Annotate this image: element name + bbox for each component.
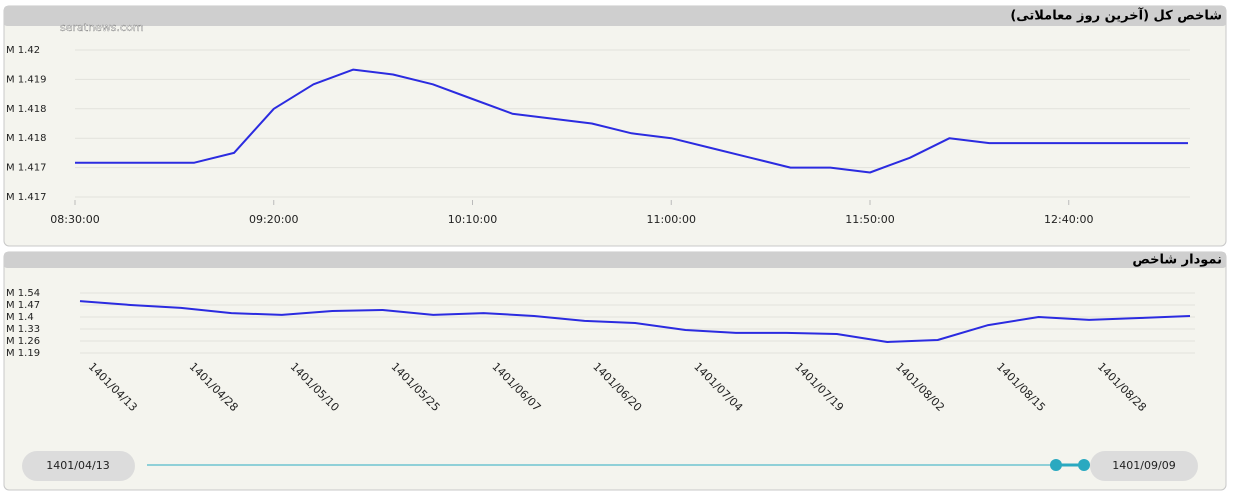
y-tick-label: M 1.26 bbox=[6, 336, 40, 347]
line-series bbox=[79, 300, 1191, 343]
y-tick-label: M 1.418 bbox=[6, 133, 46, 144]
y-tick-label: M 1.33 bbox=[6, 324, 40, 335]
y-tick-label: M 1.47 bbox=[6, 300, 40, 311]
panel bbox=[3, 251, 1227, 491]
x-tick-label: 11:00:00 bbox=[647, 213, 696, 226]
line-series bbox=[75, 68, 1188, 174]
y-tick-label: M 1.42 bbox=[6, 45, 40, 56]
slider-start-box[interactable] bbox=[22, 451, 135, 481]
x-tick-label: 09:20:00 bbox=[249, 213, 298, 226]
slider-end-box[interactable] bbox=[1090, 451, 1198, 481]
y-tick-label: M 1.419 bbox=[6, 74, 46, 85]
slider-handle[interactable] bbox=[1050, 459, 1062, 471]
x-tick-label: 11:50:00 bbox=[845, 213, 894, 226]
x-tick-label: 12:40:00 bbox=[1044, 213, 1093, 226]
chart-title: نمودار شاخص bbox=[1132, 253, 1222, 268]
y-tick-label: M 1.417 bbox=[6, 192, 46, 203]
y-tick-label: M 1.54 bbox=[6, 288, 40, 299]
y-tick-label: M 1.4 bbox=[6, 312, 34, 323]
watermark: seratnews.com bbox=[60, 21, 144, 34]
x-tick-label: 10:10:00 bbox=[448, 213, 497, 226]
x-tick-label: 08:30:00 bbox=[50, 213, 99, 226]
panel bbox=[3, 5, 1227, 247]
y-tick-label: M 1.418 bbox=[6, 104, 46, 115]
slider-end: 1401/09/09 bbox=[1112, 459, 1175, 472]
y-tick-label: M 1.417 bbox=[6, 163, 46, 174]
y-tick-label: M 1.19 bbox=[6, 348, 40, 359]
chart-title: شاخص کل (آخرین روز معاملاتی) bbox=[1010, 7, 1222, 24]
panel-header bbox=[4, 252, 1226, 268]
slider-start: 1401/04/13 bbox=[46, 459, 109, 472]
panel-header bbox=[4, 6, 1226, 26]
slider-handle[interactable] bbox=[1078, 459, 1090, 471]
